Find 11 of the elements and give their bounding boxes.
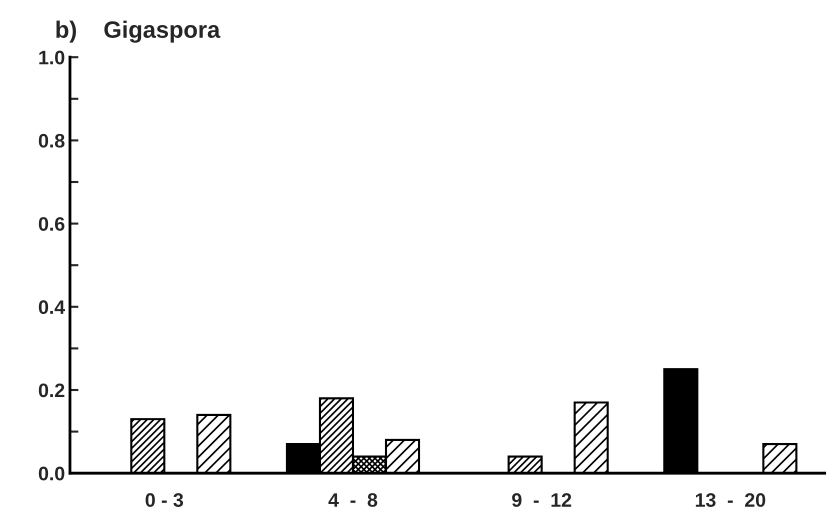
x-tick-label: 13 - 20 [696,493,766,507]
x-tick-label: 9 - 12 [512,493,572,507]
y-tick-label: 0.6 [38,217,64,231]
y-tick-label: 0.4 [38,300,66,314]
y-tick-label: 0.8 [38,134,65,148]
y-tick-label: 0.2 [38,383,64,398]
chart-title: b) Gigaspora [56,20,220,43]
x-tick-label: 4 - 8 [328,493,378,507]
y-tick-label: 0.0 [38,466,64,480]
y-tick-label: 1.0 [39,50,64,64]
x-tick-label: 0 - 3 [146,493,184,507]
